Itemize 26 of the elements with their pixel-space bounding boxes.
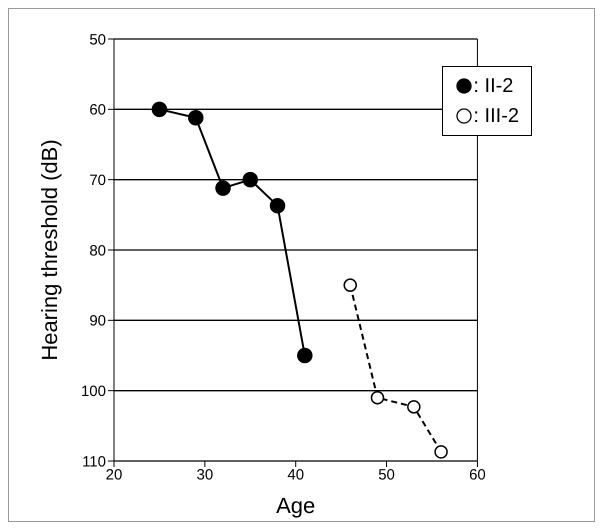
- y-tick-label: 90: [89, 312, 106, 330]
- x-tick-label: 50: [378, 466, 395, 484]
- legend-label: : III-2: [473, 104, 519, 129]
- legend-label: : II-2: [473, 74, 514, 99]
- y-tick-label: 110: [82, 453, 106, 470]
- y-tick-label: 70: [89, 172, 106, 189]
- point: [270, 198, 286, 214]
- point: [297, 348, 313, 364]
- y-tick-label: 80: [89, 242, 106, 260]
- y-axis-title: Hearing threshold (dB): [36, 139, 62, 361]
- x-tick-label: 30: [196, 466, 214, 484]
- y-tick-label: 60: [89, 102, 106, 119]
- y-tick-label: 100: [80, 382, 106, 400]
- point: [215, 180, 231, 196]
- x-tick-label: 60: [469, 466, 486, 484]
- point: [370, 390, 384, 404]
- x-tick-label: 20: [106, 466, 122, 484]
- point: [343, 278, 357, 292]
- point: [152, 102, 168, 118]
- point: [434, 445, 448, 459]
- y-tick-label: 50: [89, 31, 106, 48]
- point: [407, 400, 421, 414]
- point: [242, 172, 258, 188]
- x-tick-label: 40: [287, 466, 304, 484]
- point: [188, 110, 204, 126]
- x-axis-title: Age: [276, 493, 316, 518]
